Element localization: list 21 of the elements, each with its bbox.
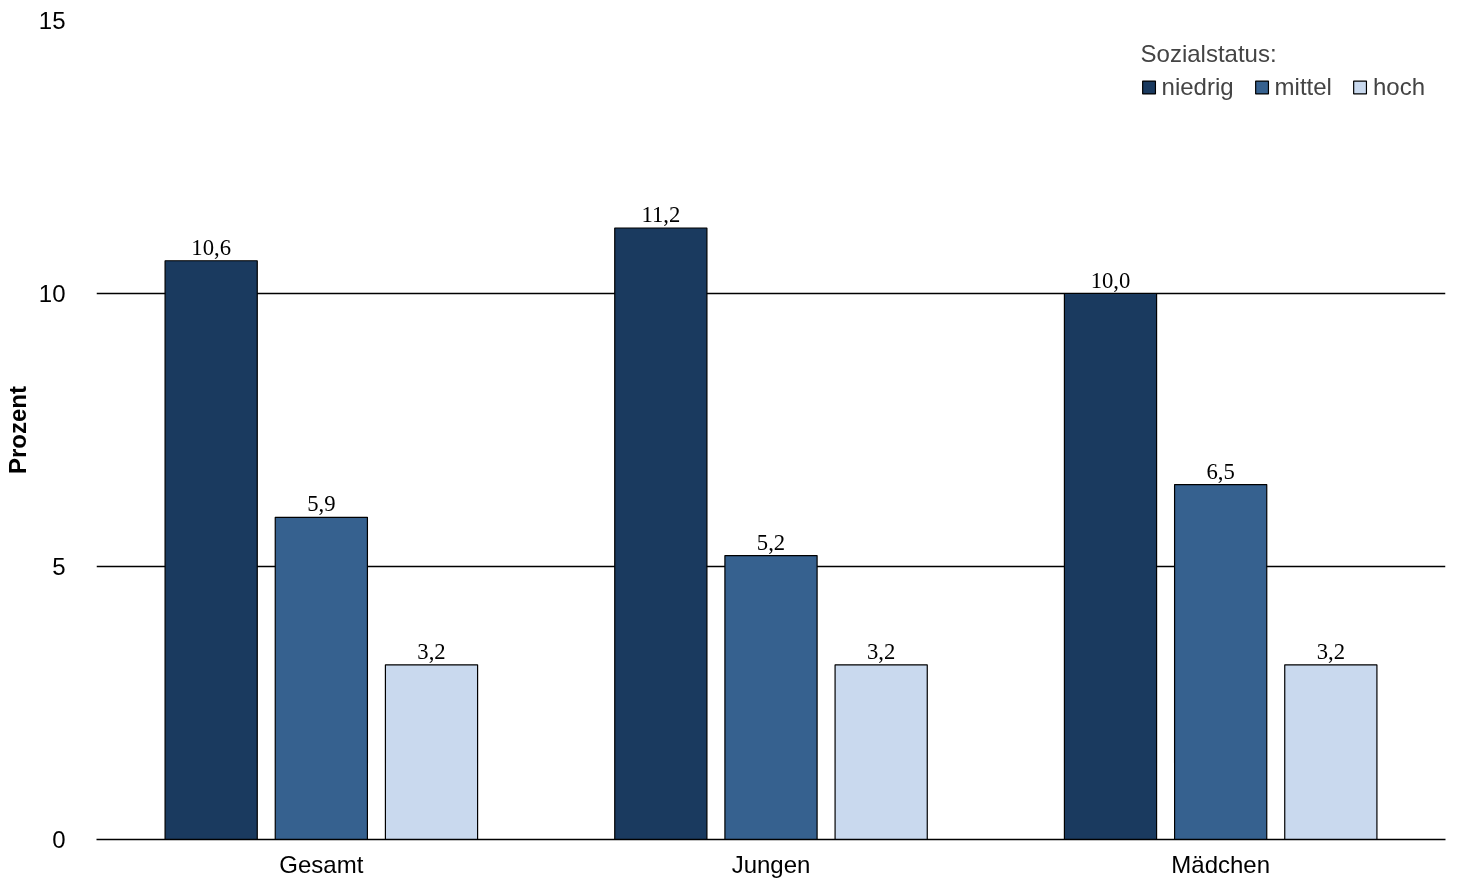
legend-title: Sozialstatus: (1140, 40, 1278, 68)
data-label: 10,0 (1090, 267, 1131, 293)
legend-label: hoch (1372, 73, 1425, 101)
y-tick-label: 15 (38, 7, 66, 34)
y-tick-label: 10 (38, 280, 66, 307)
data-label: 10,6 (191, 234, 231, 260)
x-tick-label: Gesamt (279, 850, 364, 878)
data-label: 3,2 (867, 638, 896, 664)
data-label: 3,2 (417, 638, 446, 664)
data-label: 6,5 (1206, 458, 1235, 484)
data-label: 5,2 (756, 529, 786, 555)
data-label: 5,9 (307, 491, 336, 517)
data-label: 3,2 (1316, 638, 1345, 664)
x-tick-label: Jungen (731, 850, 811, 878)
legend-label: niedrig (1161, 73, 1234, 101)
legend-label: mittel (1274, 73, 1332, 101)
y-tick-label: 0 (52, 826, 66, 853)
data-label: 11,2 (641, 201, 681, 227)
x-tick-label: Mädchen (1171, 850, 1271, 878)
y-axis-title: Prozent (3, 385, 31, 474)
y-tick-label: 5 (52, 553, 66, 580)
